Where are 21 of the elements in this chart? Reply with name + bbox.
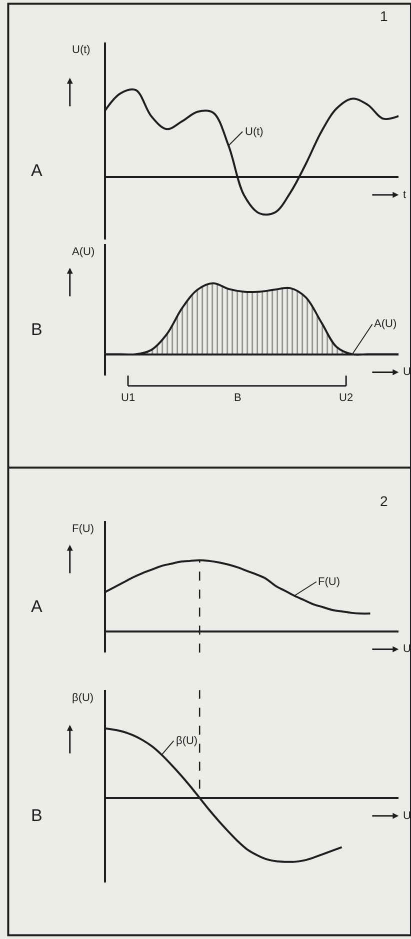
y-axis-title: U(t) (72, 44, 90, 56)
text: 1 (380, 8, 388, 24)
x-axis-title: U (403, 366, 411, 378)
x-axis-title: U (403, 643, 411, 655)
text: A (31, 161, 43, 180)
text: 2 (380, 493, 388, 509)
text: U1 (121, 392, 136, 404)
y-axis-title: A(U) (72, 246, 95, 258)
text: U2 (339, 392, 354, 404)
text: A (31, 597, 43, 616)
legend-label: U(t) (245, 126, 264, 138)
y-axis-title: β(U) (72, 692, 94, 704)
legend-label: β(U) (176, 735, 198, 747)
legend-label: F(U) (318, 576, 340, 588)
y-axis-title: F(U) (72, 523, 94, 535)
text: B (31, 806, 42, 825)
text: A(U) (374, 318, 397, 330)
text: B (31, 320, 42, 339)
text: B (234, 392, 242, 404)
x-axis-title: t (403, 189, 406, 201)
x-axis-title: U (403, 810, 411, 822)
